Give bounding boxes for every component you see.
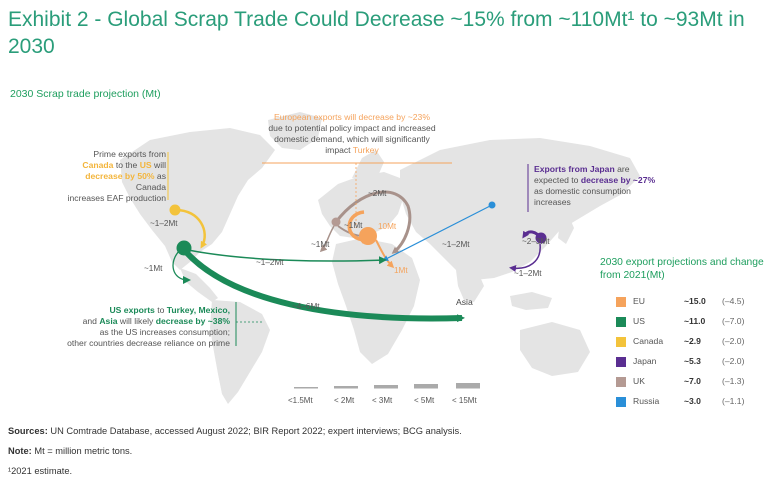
- arrow-eu-turkey: [375, 239, 395, 269]
- legend-swatch: [616, 397, 626, 407]
- annotation-japan: Exports from Japan are expected to decre…: [534, 164, 656, 207]
- scale-bar-5: [456, 383, 480, 389]
- legend-value: ~5.3: [684, 356, 701, 366]
- legend-row-russia: Russia ~3.0 (–1.1): [616, 395, 766, 409]
- footer-note: Note: Mt = million metric tons.: [8, 446, 133, 456]
- annotation-us: US exports to Turkey, Mexico, and Asia w…: [67, 305, 230, 348]
- legend-value: ~11.0: [684, 316, 706, 326]
- legend-name: Canada: [633, 336, 664, 346]
- arrow-canada-us: [175, 208, 208, 249]
- legend-value: ~7.0: [684, 376, 701, 386]
- legend-row-canada: Canada ~2.9 (–2.0): [616, 335, 766, 349]
- legend-swatch: [616, 337, 626, 347]
- scale-label-3: < 3Mt: [372, 396, 393, 405]
- annotation-canada: Prime exports from Canada to the US will…: [67, 149, 166, 203]
- scale-bar-4: [414, 384, 438, 389]
- scale-bar-3: [374, 385, 398, 389]
- legend-change: (–1.3): [722, 376, 745, 386]
- legend-value: ~15.0: [684, 296, 706, 306]
- legend-change: (–4.5): [722, 296, 745, 306]
- arrow-us-mexico: [172, 249, 191, 284]
- legend-title: 2030 export projections and change from …: [600, 257, 764, 281]
- legend-row-eu: EU ~15.0 (–4.5): [616, 295, 766, 309]
- legend-change: (–2.0): [722, 336, 745, 346]
- node-us: [176, 240, 192, 256]
- legend-name: Japan: [633, 356, 657, 366]
- legend-row-us: US ~11.0 (–7.0): [616, 315, 766, 329]
- flow-label-uk-eu: ~1Mt: [344, 221, 363, 230]
- annotation-europe: European exports will decrease by ~23% d…: [268, 112, 436, 155]
- flow-label-russia: ~1–2Mt: [442, 240, 470, 249]
- flow-label-canada-us: ~1–2Mt: [150, 219, 178, 228]
- flow-label-us-turkey: ~1–2Mt: [256, 258, 284, 267]
- scale-label-1: <1.5Mt: [288, 396, 313, 405]
- legend-change: (–1.1): [722, 396, 745, 406]
- page-title: Exhibit 2 - Global Scrap Trade Could Dec…: [8, 8, 745, 58]
- legend-value: ~2.9: [684, 336, 701, 346]
- node-canada: [169, 204, 181, 216]
- node-russia: [488, 201, 496, 209]
- scale-bar-1: [294, 387, 318, 389]
- legend-swatch: [616, 357, 626, 367]
- flow-label-us-mexico: ~1Mt: [144, 264, 163, 273]
- legend-row-japan: Japan ~5.3 (–2.0): [616, 355, 766, 369]
- legend-name: UK: [633, 376, 645, 386]
- arrow-us-asia: [183, 249, 465, 323]
- scale-label-4: < 5Mt: [414, 396, 435, 405]
- node-eu: [359, 227, 377, 245]
- legend-name: EU: [633, 296, 645, 306]
- legend-name: US: [633, 316, 645, 326]
- node-japan: [535, 232, 547, 244]
- scale-label-2: < 2Mt: [334, 396, 355, 405]
- footer-sources: Sources: UN Comtrade Database, accessed …: [8, 426, 462, 436]
- flow-label-eu-internal: 10Mt: [378, 222, 397, 231]
- arrow-uk-left: [319, 225, 335, 253]
- arrow-uk-turkey: [334, 190, 412, 254]
- arrow-us-turkey: [187, 249, 387, 265]
- node-uk: [331, 217, 341, 227]
- flow-label-japan-bottom: ~1–2Mt: [514, 269, 542, 278]
- flow-label-eu-turkey: 1Mt: [394, 266, 408, 275]
- flow-label-uk-top: ~2Mt: [368, 189, 387, 198]
- arrow-russia-turkey: [382, 204, 493, 261]
- flow-label-uk-left: ~1Mt: [311, 240, 330, 249]
- scale-label-5: < 15Mt: [452, 396, 477, 405]
- legend-swatch: [616, 297, 626, 307]
- legend-swatch: [616, 377, 626, 387]
- footer-footnote: ¹2021 estimate.: [8, 466, 73, 476]
- legend-row-uk: UK ~7.0 (–1.3): [616, 375, 766, 389]
- flow-label-japan-top: ~2–3Mt: [522, 237, 550, 246]
- region-label-asia: Asia: [456, 297, 473, 307]
- legend-name: Russia: [633, 396, 660, 406]
- scale-bar-2: [334, 386, 358, 389]
- flow-label-us-asia: ~4–6Mt: [292, 302, 320, 311]
- arrow-japan-southeast: [509, 243, 541, 272]
- legend-change: (–7.0): [722, 316, 745, 326]
- legend-swatch: [616, 317, 626, 327]
- legend-change: (–2.0): [722, 356, 745, 366]
- chart-subtitle: 2030 Scrap trade projection (Mt): [10, 88, 161, 100]
- land-masses: [120, 112, 640, 404]
- legend-value: ~3.0: [684, 396, 701, 406]
